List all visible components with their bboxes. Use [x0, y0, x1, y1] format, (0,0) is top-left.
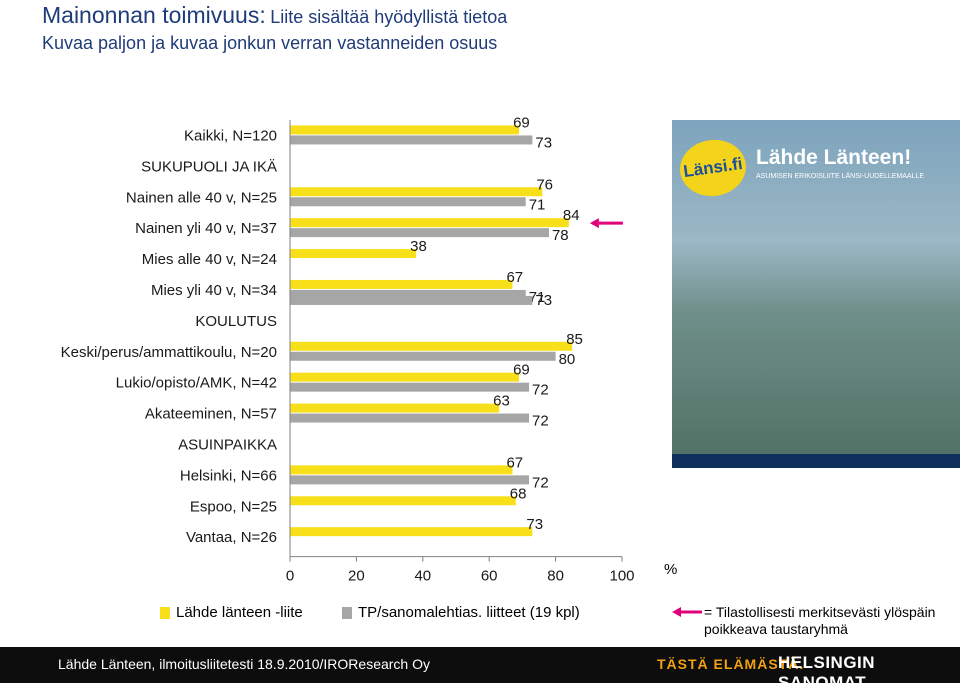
- footer-slogan: TÄSTÄ ELÄMÄSTÄ.: [657, 656, 805, 672]
- data-label-series1: 69: [513, 114, 530, 131]
- category-label: ASUINPAIKKA: [178, 436, 277, 453]
- bar-series1: [290, 341, 573, 351]
- bar-series1: [290, 279, 513, 289]
- data-label-series2-extra: 73: [535, 292, 552, 309]
- bar-series1: [290, 125, 520, 135]
- bar-series1: [290, 187, 543, 197]
- x-tick-label: 40: [414, 568, 431, 585]
- x-tick-label: 20: [348, 568, 365, 585]
- category-label: Lukio/opisto/AMK, N=42: [116, 375, 277, 392]
- data-label-series2: 72: [532, 474, 549, 491]
- bar-series2: [290, 228, 549, 238]
- bar-series1: [290, 527, 533, 537]
- bar-series2: [290, 382, 530, 392]
- x-tick-label: 100: [609, 568, 634, 585]
- chart-title: Mainonnan toimivuus: Liite sisältää hyöd…: [42, 2, 507, 29]
- data-label-series1: 68: [510, 485, 527, 502]
- category-label: Helsinki, N=66: [180, 467, 277, 484]
- data-label-series1: 85: [566, 331, 583, 348]
- data-label-series2: 73: [535, 134, 552, 151]
- category-label: Kaikki, N=120: [184, 127, 277, 144]
- footer-bar: Lähde Länteen, ilmoitusliitetesti 18.9.2…: [0, 647, 960, 692]
- data-label-series1: 73: [526, 516, 543, 533]
- category-label: SUKUPUOLI JA IKÄ: [141, 158, 277, 175]
- bar-series2: [290, 135, 533, 145]
- legend-item-series1: Lähde länteen -liite: [160, 604, 303, 621]
- category-label: Vantaa, N=26: [186, 529, 277, 546]
- data-label-series2: 80: [559, 351, 576, 368]
- legend-significance-text: = Tilastollisesti merkitsevästi ylöspäin…: [704, 604, 936, 637]
- data-label-series2: 72: [532, 413, 549, 430]
- data-label-series1: 67: [506, 269, 523, 286]
- category-label: Mies yli 40 v, N=34: [151, 282, 277, 299]
- cover-bottom-strip: [672, 454, 960, 468]
- x-unit-label: %: [664, 561, 678, 578]
- footer-brand-logo: HELSINGIN SANOMAT: [778, 653, 876, 692]
- bar-series1: [290, 249, 417, 259]
- category-label: Espoo, N=25: [190, 498, 277, 515]
- legend-label-series1: Lähde länteen -liite: [176, 604, 303, 621]
- data-label-series2: 71: [529, 289, 546, 306]
- bar-series1: [290, 403, 500, 413]
- data-label-series1: 63: [493, 393, 510, 410]
- cover-headline: Lähde Länteen!: [756, 146, 912, 169]
- category-label: KOULUTUS: [195, 313, 277, 330]
- footer-source: Lähde Länteen, ilmoitusliitetesti 18.9.2…: [58, 656, 430, 672]
- category-label: Nainen alle 40 v, N=25: [126, 189, 277, 206]
- bar-series1: [290, 372, 520, 382]
- bar-series2: [290, 413, 530, 423]
- bar-series2: [290, 289, 526, 299]
- data-label-series2: 78: [552, 227, 569, 244]
- category-label: Nainen yli 40 v, N=37: [135, 220, 277, 237]
- category-label: Akateeminen, N=57: [145, 406, 277, 423]
- bar-series1: [290, 496, 516, 506]
- cover-subheadline: ASUMISEN ERIKOISLIITE LÄNSI-UUDELLEMAALL…: [756, 173, 925, 180]
- legend-label-series2: TP/sanomalehtias. liitteet (19 kpl): [358, 604, 580, 621]
- data-label-series2: 71: [529, 196, 546, 213]
- data-label-series1: 84: [563, 207, 580, 224]
- data-label-series1: 38: [410, 238, 427, 255]
- data-label-series1: 76: [536, 176, 553, 193]
- bar-chart: Kaikki, N=120 69 73 SUKUPUOLI JA IKÄ Nainen …: [61, 114, 635, 585]
- category-label: Keski/perus/ammattikoulu, N=20: [61, 344, 277, 361]
- data-label-series1: 69: [513, 362, 530, 379]
- legend-item-series2: TP/sanomalehtias. liitteet (19 kpl): [342, 604, 580, 621]
- bar-series1: [290, 465, 513, 475]
- lansi-logo: Länsi.fi: [676, 135, 750, 201]
- x-tick-label: 60: [481, 568, 498, 585]
- legend-swatch-yellow: [160, 607, 170, 620]
- bar-series2-extra: [290, 295, 533, 305]
- x-tick-label: 0: [286, 568, 294, 585]
- data-label-series2: 72: [532, 382, 549, 399]
- significance-arrow-icon: [672, 607, 702, 617]
- x-tick-label: 80: [547, 568, 564, 585]
- bar-series2: [290, 475, 530, 485]
- category-label: Mies alle 40 v, N=24: [142, 251, 277, 268]
- bar-series2: [290, 351, 556, 361]
- chart-subtitle: Kuvaa paljon ja kuvaa jonkun verran vast…: [42, 33, 498, 53]
- legend-swatch-gray: [342, 607, 352, 620]
- title-main: Mainonnan toimivuus:: [42, 2, 266, 28]
- title-rest: Liite sisältää hyödyllistä tietoa: [270, 7, 508, 27]
- bar-series2: [290, 197, 526, 207]
- supplement-cover-image: Länsi.fi Lähde Länteen! ASUMISEN ERIKOIS…: [672, 120, 960, 468]
- data-label-series1: 67: [506, 454, 523, 471]
- bar-series1: [290, 218, 569, 228]
- significance-arrow-head: [589, 218, 599, 229]
